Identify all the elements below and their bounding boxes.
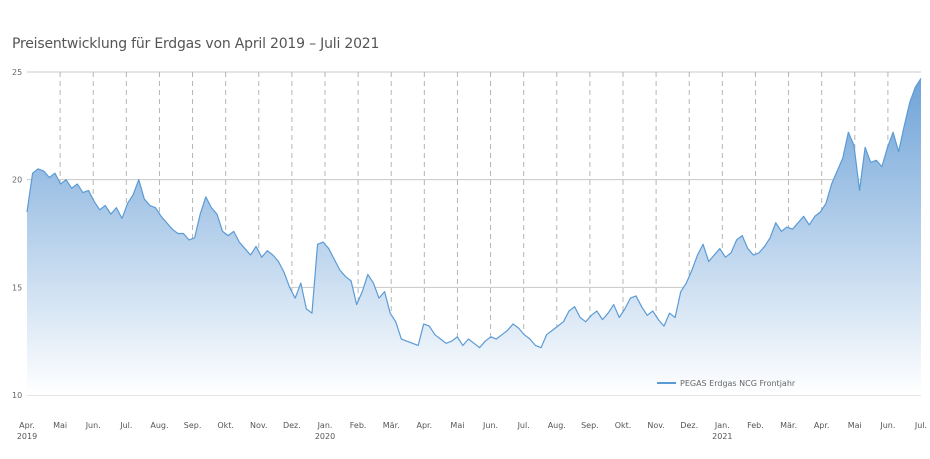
x-tick-year: 2019 — [17, 432, 37, 441]
x-tick-label: Okt. — [217, 421, 234, 430]
x-tick-label: Mai — [848, 421, 862, 430]
x-tick-label: Apr. — [417, 421, 433, 430]
x-tick-label: Dez. — [283, 421, 301, 430]
legend: PEGAS Erdgas NCG Frontjahr — [657, 379, 796, 388]
x-tick-label: Jan. — [317, 421, 333, 430]
y-tick-label: 20 — [12, 176, 22, 185]
x-tick-label: Sep. — [581, 421, 599, 430]
x-tick-year: 2021 — [712, 432, 732, 441]
x-tick-label: Jun. — [85, 421, 101, 430]
x-tick-label: Feb. — [350, 421, 367, 430]
y-axis: 10 15 20 25 — [12, 68, 22, 400]
x-tick-label: Jul. — [119, 421, 132, 430]
x-tick-label: Apr. — [19, 421, 35, 430]
legend-entry: PEGAS Erdgas NCG Frontjahr — [680, 379, 796, 388]
x-tick-label: Jun. — [879, 421, 895, 430]
x-tick-label: Jun. — [482, 421, 498, 430]
x-tick-label: Jul. — [517, 421, 530, 430]
x-tick-label: Apr. — [814, 421, 830, 430]
x-tick-label: Jan. — [714, 421, 730, 430]
area-series — [26, 78, 922, 396]
x-tick-label: Sep. — [184, 421, 202, 430]
x-tick-label: Jul. — [914, 421, 927, 430]
area-fill — [27, 78, 921, 396]
y-tick-label: 15 — [12, 283, 22, 292]
x-axis: Apr. 2019 Mai Jun. Jul. Aug. Sep. Okt. Nov. Dez. J… — [17, 421, 927, 441]
x-tick-label: Dez. — [680, 421, 698, 430]
x-tick-label: Nov. — [647, 421, 665, 430]
x-tick-label: Mai — [450, 421, 464, 430]
y-tick-label: 25 — [12, 68, 22, 77]
series-line — [26, 78, 922, 349]
x-tick-label: Aug. — [150, 421, 168, 430]
y-tick-label: 10 — [12, 391, 22, 400]
chart-title: Preisentwicklung für Erdgas von April 20… — [12, 36, 380, 52]
x-tick-label: Feb. — [747, 421, 764, 430]
x-tick-label: Nov. — [250, 421, 268, 430]
x-tick-label: Aug. — [548, 421, 566, 430]
x-tick-label: Mär. — [780, 421, 797, 430]
x-tick-label: Mär. — [383, 421, 400, 430]
x-tick-label: Mai — [53, 421, 67, 430]
x-tick-label: Okt. — [615, 421, 632, 430]
x-tick-year: 2020 — [315, 432, 335, 441]
